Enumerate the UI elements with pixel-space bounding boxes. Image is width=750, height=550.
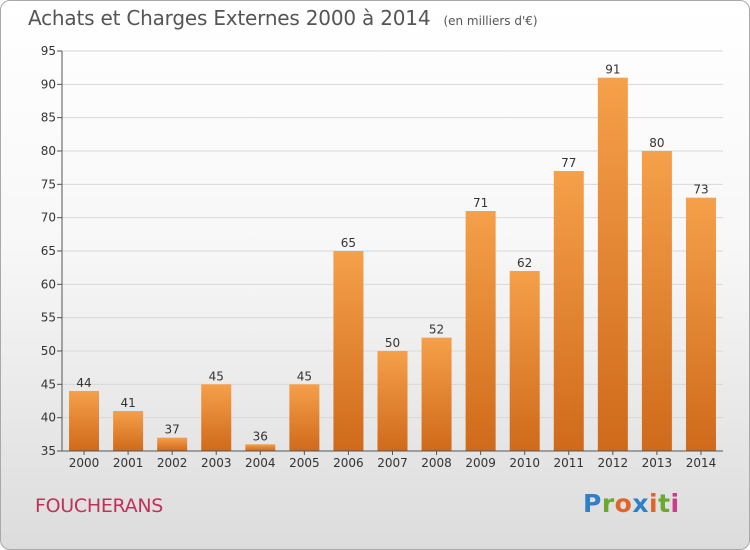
value-label-2011: 77 <box>561 156 576 170</box>
x-tick-label-2013: 2013 <box>642 456 673 470</box>
value-label-2014: 73 <box>693 183 708 197</box>
value-label-2007: 50 <box>385 336 400 350</box>
bar-2006 <box>333 251 364 451</box>
y-tick-label: 75 <box>41 177 56 191</box>
x-tick-label-2004: 2004 <box>245 456 276 470</box>
bar-2004 <box>245 444 276 451</box>
x-tick-label-2009: 2009 <box>465 456 496 470</box>
y-tick-label: 35 <box>41 444 56 458</box>
bar-2008 <box>421 337 452 451</box>
logo-letter: t <box>658 489 671 518</box>
bar-2001 <box>113 411 144 451</box>
bar-2000 <box>69 391 100 451</box>
value-label-2005: 45 <box>297 369 312 383</box>
y-tick-label: 40 <box>41 411 56 425</box>
x-tick-label-2008: 2008 <box>421 456 452 470</box>
chart-title-main: Achats et Charges Externes 2000 à 2014 <box>28 6 431 30</box>
logo-letter: i <box>670 489 680 518</box>
value-label-2013: 80 <box>649 136 664 150</box>
logo-letter: i <box>649 489 659 518</box>
value-label-2003: 45 <box>209 369 224 383</box>
value-label-2010: 62 <box>517 256 532 270</box>
x-tick-label-2003: 2003 <box>201 456 232 470</box>
bar-layer: 44 41 37 45 36 45 65 50 52 71 62 77 91 80 73 <box>69 63 716 452</box>
y-tick-label: 60 <box>41 277 56 291</box>
bar-2007 <box>377 351 408 451</box>
x-tick-label-2005: 2005 <box>289 456 320 470</box>
value-label-2001: 41 <box>120 396 135 410</box>
y-tick-label: 70 <box>41 211 56 225</box>
bar-2005 <box>289 384 320 451</box>
proxiti-logo[interactable]: Proxiti <box>583 489 680 518</box>
value-label-2004: 36 <box>253 429 268 443</box>
bar-2009 <box>465 211 496 451</box>
bar-2002 <box>157 437 188 451</box>
x-tick-label-2002: 2002 <box>157 456 188 470</box>
x-tick-label-2007: 2007 <box>377 456 408 470</box>
value-label-2000: 44 <box>76 376 91 390</box>
value-label-2008: 52 <box>429 323 444 337</box>
x-tick-label-2012: 2012 <box>598 456 629 470</box>
x-tick-label-2014: 2014 <box>686 456 717 470</box>
bar-2014 <box>685 197 716 451</box>
y-tick-label: 65 <box>41 244 56 258</box>
value-label-2009: 71 <box>473 196 488 210</box>
value-label-2002: 37 <box>165 423 180 437</box>
value-label-2012: 91 <box>605 63 620 77</box>
y-tick-label: 50 <box>41 344 56 358</box>
y-tick-label: 90 <box>41 77 56 91</box>
y-tick-label: 45 <box>41 377 56 391</box>
y-tick-label: 55 <box>41 311 56 325</box>
x-tick-label-2006: 2006 <box>333 456 364 470</box>
commune-name: FOUCHERANS <box>35 495 164 517</box>
x-tick-label-2000: 2000 <box>69 456 100 470</box>
y-tick-label: 95 <box>41 44 56 58</box>
logo-letter: o <box>614 489 633 518</box>
logo-letter: x <box>632 489 649 518</box>
y-tick-label: 80 <box>41 144 56 158</box>
chart-title-unit: (en milliers d'€) <box>443 14 538 28</box>
x-tick-label-2001: 2001 <box>113 456 144 470</box>
logo-letter: r <box>601 489 615 518</box>
value-label-2006: 65 <box>341 236 356 250</box>
bar-2013 <box>641 151 672 451</box>
chart-title: Achats et Charges Externes 2000 à 2014 (… <box>28 6 538 30</box>
axis-layer: 35 40 45 50 55 60 65 70 75 80 85 90 95 2000 2001 2002 20… <box>41 44 723 470</box>
logo-letter: P <box>583 489 602 518</box>
bar-2012 <box>597 77 628 452</box>
bar-2010 <box>509 271 540 451</box>
x-tick-label-2010: 2010 <box>509 456 540 470</box>
y-tick-label: 85 <box>41 111 56 125</box>
bar-2003 <box>201 384 232 451</box>
x-tick-label-2011: 2011 <box>553 456 584 470</box>
bar-2011 <box>553 171 584 451</box>
